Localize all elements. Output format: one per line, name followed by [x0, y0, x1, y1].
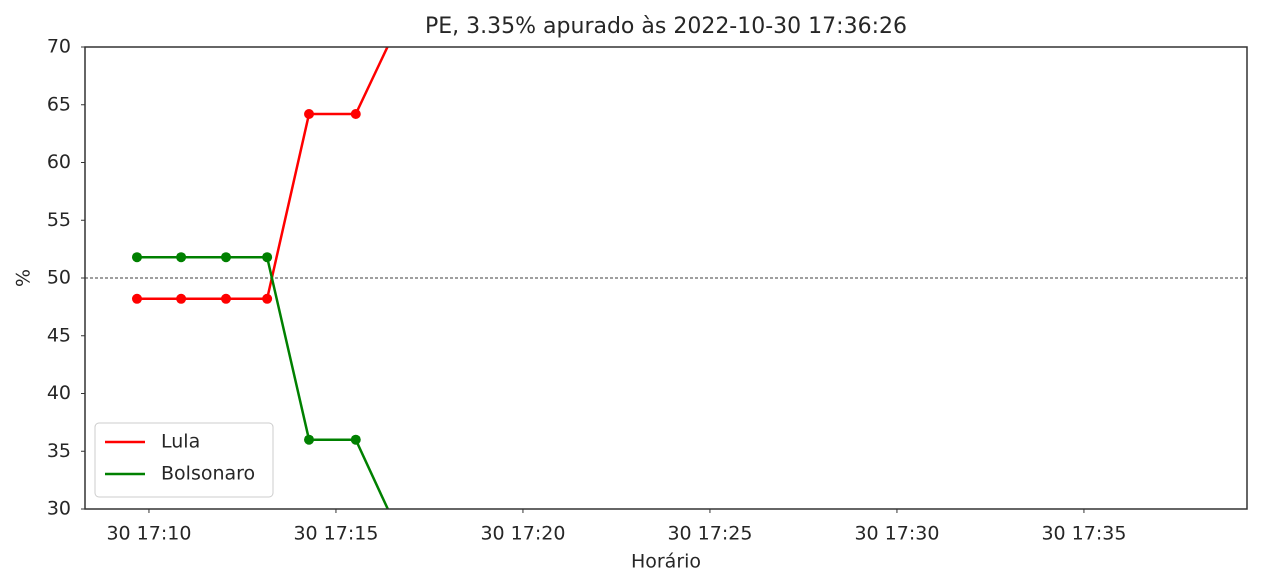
- x-axis-label: Horário: [631, 551, 701, 573]
- y-tick-label: 65: [47, 93, 71, 115]
- data-point: [304, 434, 315, 445]
- x-tick-label: 30 17:15: [293, 523, 378, 545]
- y-tick-label: 35: [47, 440, 71, 462]
- x-tick-label: 30 17:30: [854, 523, 939, 545]
- x-tick-label: 30 17:10: [106, 523, 191, 545]
- x-tick-label: 30 17:35: [1041, 523, 1126, 545]
- data-point: [176, 293, 187, 304]
- data-point: [262, 293, 273, 304]
- y-tick-label: 30: [47, 498, 71, 520]
- y-axis-label: %: [13, 269, 35, 287]
- y-tick-label: 50: [47, 267, 71, 289]
- y-tick-label: 60: [47, 151, 71, 173]
- legend-label: Lula: [161, 431, 200, 453]
- x-tick-label: 30 17:20: [480, 523, 565, 545]
- legend-label: Bolsonaro: [161, 463, 255, 485]
- y-tick-label: 45: [47, 324, 71, 346]
- data-point: [398, 537, 408, 547]
- y-tick-label: 70: [47, 36, 71, 58]
- plot-area: [85, 9, 1247, 547]
- data-point: [350, 108, 361, 119]
- data-point: [262, 252, 273, 263]
- data-point: [220, 252, 231, 263]
- data-point: [131, 293, 142, 304]
- x-tick-label: 30 17:25: [667, 523, 752, 545]
- data-point: [304, 108, 315, 119]
- data-point: [220, 293, 231, 304]
- data-point: [131, 252, 142, 263]
- data-point: [350, 434, 361, 445]
- data-point: [176, 252, 187, 263]
- y-tick-label: 55: [47, 209, 71, 231]
- y-tick-label: 40: [47, 382, 71, 404]
- data-point: [398, 9, 408, 19]
- chart-title: PE, 3.35% apurado às 2022-10-30 17:36:26: [425, 14, 907, 39]
